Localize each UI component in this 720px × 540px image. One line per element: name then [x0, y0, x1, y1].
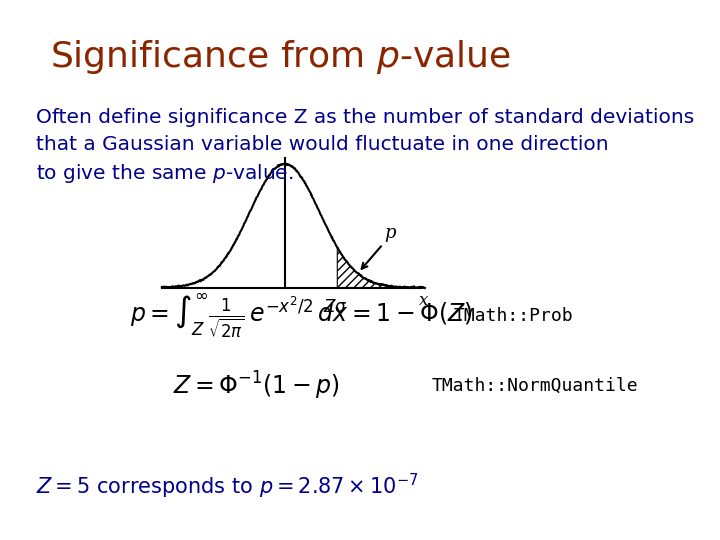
Text: Significance from $p$-value: Significance from $p$-value: [50, 38, 511, 76]
Text: p: p: [384, 224, 396, 242]
Text: $Z = 5$ corresponds to $p = 2.87 \times 10^{-7}$: $Z = 5$ corresponds to $p = 2.87 \times …: [36, 471, 418, 501]
Text: TMath::Prob: TMath::Prob: [454, 307, 573, 325]
Text: Often define significance Z as the number of standard deviations
that a Gaussian: Often define significance Z as the numbe…: [36, 108, 694, 185]
Text: $Z\sigma$: $Z\sigma$: [323, 299, 348, 316]
Text: $p = \int_{Z}^{\infty} \frac{1}{\sqrt{2\pi}}\,e^{-x^2/2}\,dx = 1 - \Phi(Z)$: $p = \int_{Z}^{\infty} \frac{1}{\sqrt{2\…: [130, 292, 472, 340]
Text: x: x: [418, 293, 428, 309]
Text: $Z = \Phi^{-1}(1-p)$: $Z = \Phi^{-1}(1-p)$: [173, 370, 340, 402]
Text: TMath::NormQuantile: TMath::NormQuantile: [432, 377, 639, 395]
